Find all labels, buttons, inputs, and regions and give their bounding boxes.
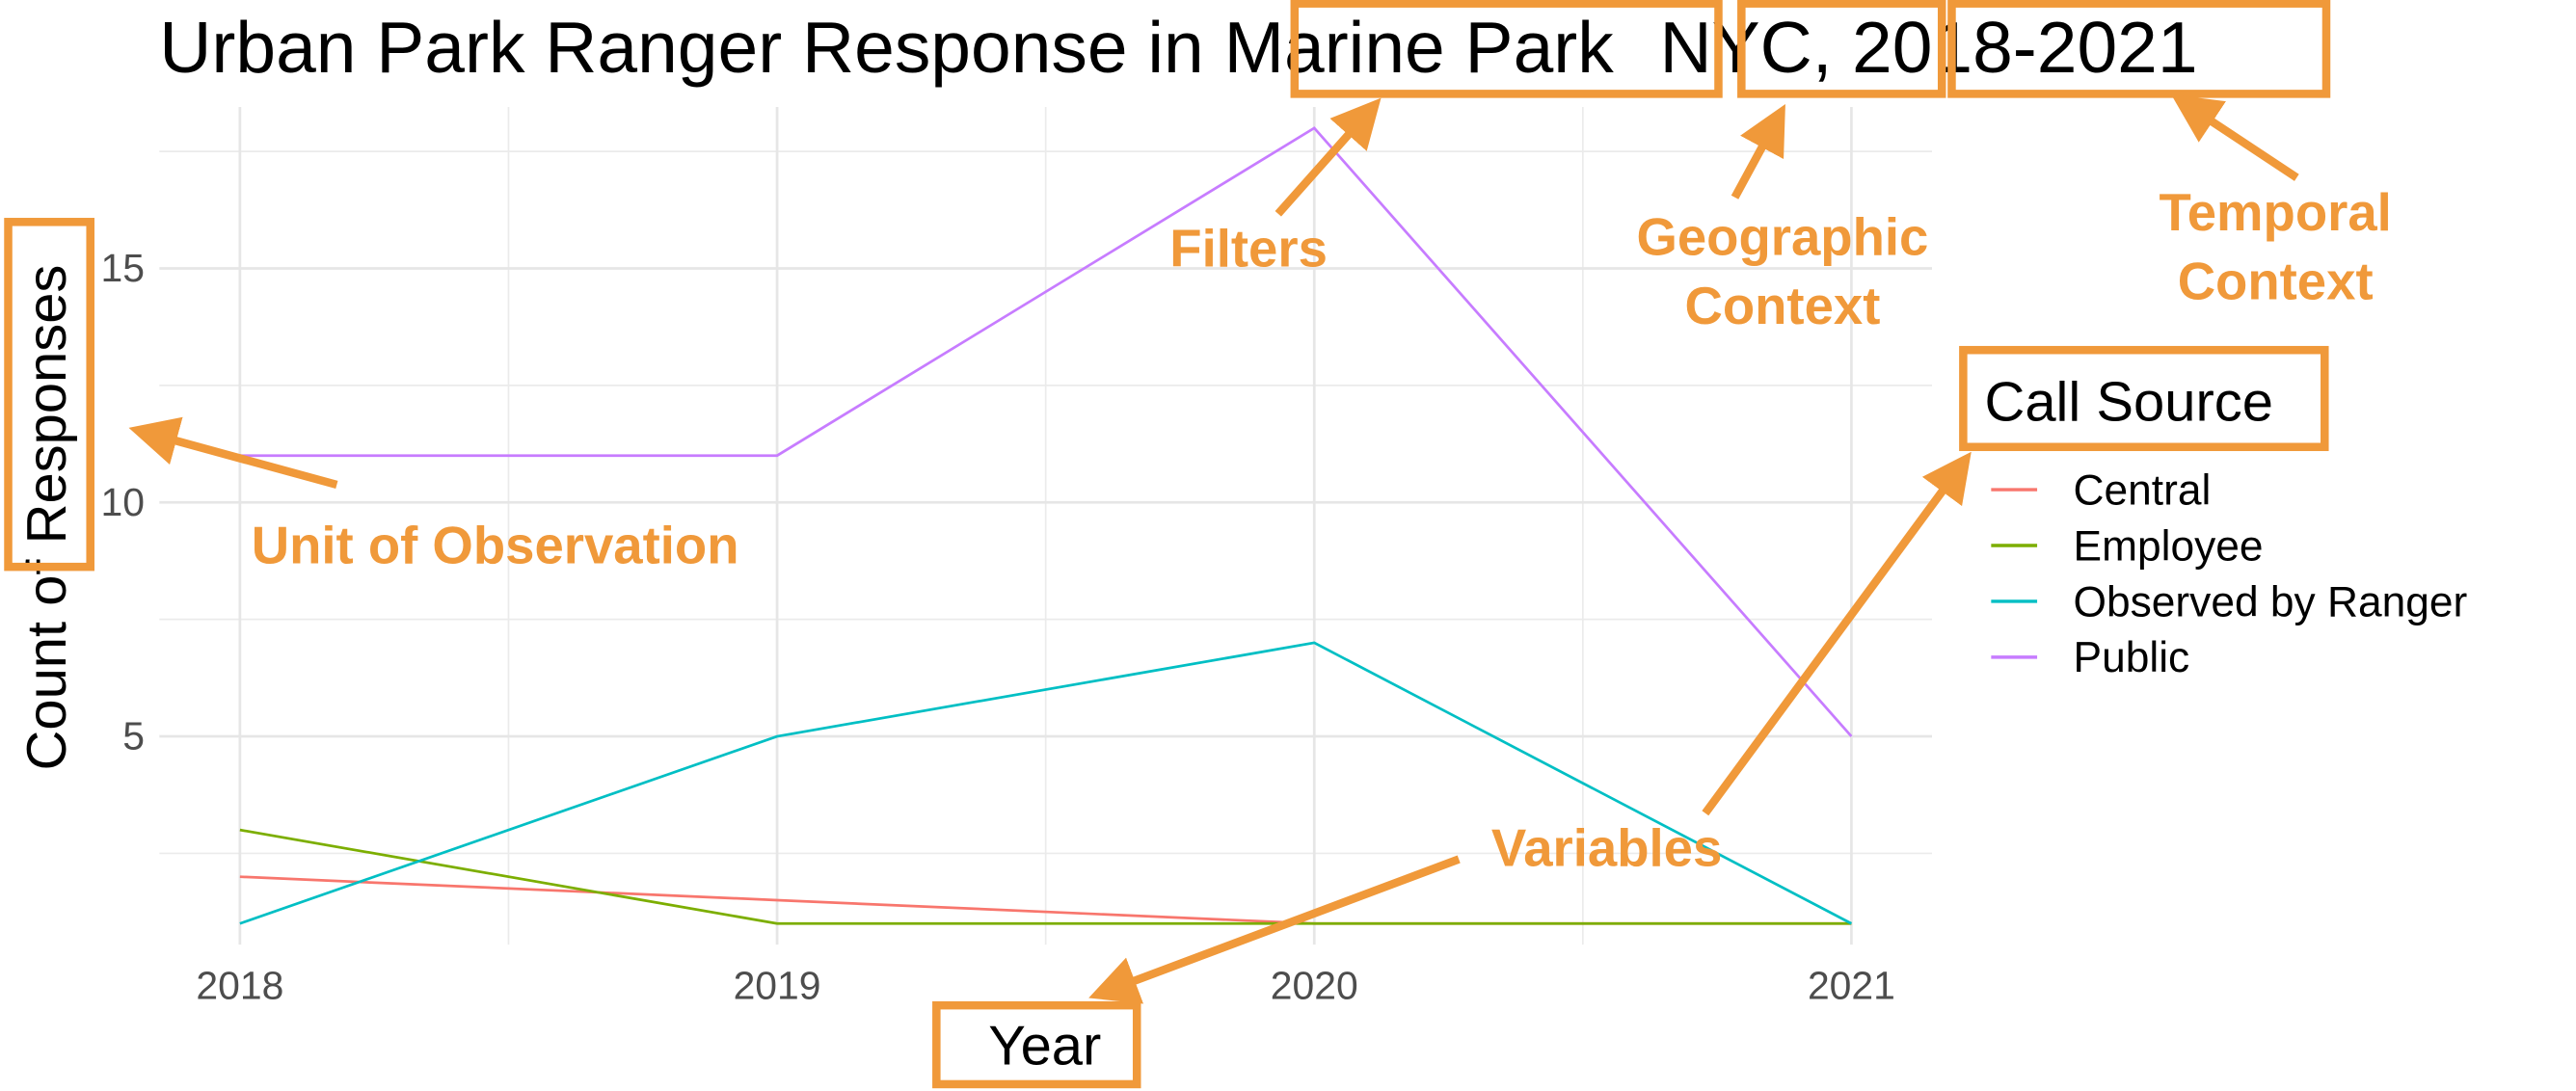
annotation-temporal-1: Temporal bbox=[2159, 183, 2391, 242]
title-years: 2018-2021 bbox=[1852, 7, 2198, 88]
x-tick-label: 2021 bbox=[1808, 963, 1895, 1007]
y-axis-title: Count of Responses bbox=[16, 265, 78, 771]
highlight-box-park bbox=[1290, 0, 1723, 98]
y-axis-title-prefix: Count of bbox=[16, 544, 78, 770]
x-axis-title: Year bbox=[988, 1015, 1101, 1077]
annotation-geographic-2: Context bbox=[1684, 277, 1880, 335]
highlight-box-ylabel bbox=[4, 218, 94, 572]
y-tick-label: 10 bbox=[100, 480, 144, 524]
arrow-variables-legend bbox=[1702, 451, 1972, 816]
highlight-box-years bbox=[1947, 0, 2331, 98]
annotation-unit: Unit of Observation bbox=[252, 517, 739, 575]
title-city: NYC, bbox=[1659, 7, 1832, 88]
legend-label: Employee bbox=[2074, 522, 2264, 570]
highlight-box-xlabel bbox=[932, 1000, 1141, 1089]
series-line-employee bbox=[239, 828, 1852, 925]
arrow-variables-year bbox=[1088, 855, 1461, 1004]
highlight-box-city bbox=[1737, 0, 1946, 98]
arrow-temporal bbox=[2171, 94, 2299, 181]
x-tick-label: 2020 bbox=[1271, 963, 1358, 1007]
highlight-box-legend-title bbox=[1959, 345, 2329, 452]
title-park: Marine Park bbox=[1224, 7, 1615, 88]
series-line-observed-by-ranger bbox=[239, 641, 1853, 925]
annotation-temporal-2: Context bbox=[2178, 252, 2374, 310]
legend-label: Central bbox=[2074, 466, 2212, 514]
annotation-filters: Filters bbox=[1169, 219, 1328, 278]
legend-label: Observed by Ranger bbox=[2074, 578, 2468, 625]
y-axis-title-highlight: Responses bbox=[16, 265, 78, 545]
annotation-variables: Variables bbox=[1491, 818, 1722, 877]
annotation-geographic-1: Geographic bbox=[1636, 207, 1928, 266]
title-prefix: Urban Park Ranger Response in bbox=[159, 7, 1223, 88]
y-tick-label: 15 bbox=[100, 246, 144, 290]
x-tick-label: 2018 bbox=[196, 963, 283, 1007]
legend-label: Public bbox=[2074, 634, 2190, 681]
grid bbox=[159, 107, 1932, 945]
legend-title: Call Source bbox=[1985, 371, 2273, 433]
chart-title: Urban Park Ranger Response in Marine Par… bbox=[159, 7, 2197, 88]
series-line-public bbox=[239, 126, 1853, 737]
y-tick-label: 5 bbox=[122, 714, 145, 758]
series-lines bbox=[239, 126, 1853, 925]
legend: Central Employee Observed by Ranger Public bbox=[1991, 466, 2468, 681]
arrow-geographic bbox=[1731, 103, 1785, 200]
arrow-filters bbox=[1275, 97, 1382, 217]
arrow-unit bbox=[128, 416, 338, 490]
x-tick-label: 2019 bbox=[734, 963, 821, 1007]
